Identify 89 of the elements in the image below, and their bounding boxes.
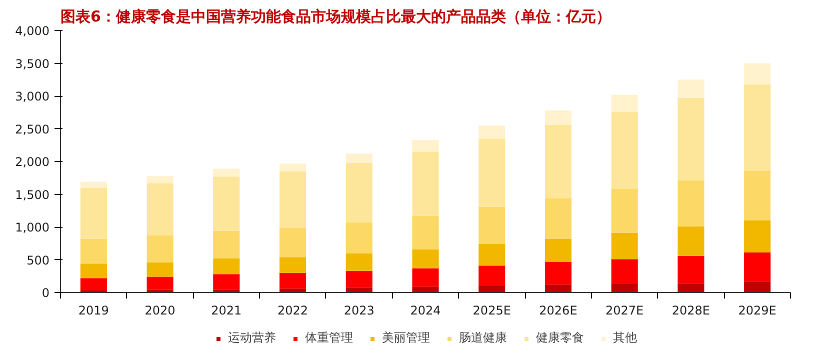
bar bbox=[478, 286, 506, 292]
bar bbox=[346, 222, 372, 254]
bar bbox=[611, 189, 638, 233]
bar bbox=[346, 270, 372, 288]
bar bbox=[213, 274, 240, 290]
bar bbox=[678, 226, 704, 256]
bar bbox=[280, 257, 306, 273]
bar bbox=[146, 183, 174, 236]
bar bbox=[544, 110, 572, 125]
bar bbox=[146, 262, 174, 277]
bar bbox=[678, 98, 704, 180]
bar bbox=[544, 262, 572, 285]
y-tick-label: 1,500 bbox=[15, 188, 50, 202]
bar bbox=[744, 84, 771, 171]
bar bbox=[412, 152, 439, 216]
bar bbox=[412, 249, 439, 268]
bar bbox=[611, 284, 638, 292]
y-tick-label: 4,000 bbox=[15, 24, 50, 38]
bar bbox=[744, 170, 771, 220]
bar bbox=[611, 232, 638, 260]
bar bbox=[280, 163, 306, 172]
bar bbox=[346, 162, 372, 222]
x-tick-label: 2023 bbox=[344, 304, 374, 318]
legend-label: 健康零食 bbox=[536, 330, 584, 346]
bar bbox=[678, 283, 704, 292]
bar bbox=[80, 238, 107, 264]
x-tick-label: 2028E bbox=[672, 304, 710, 318]
x-tick-label: 2026E bbox=[539, 304, 578, 318]
bar bbox=[544, 238, 572, 262]
bar bbox=[346, 253, 372, 271]
y-tick-label: 2,500 bbox=[15, 122, 50, 136]
y-tick-label: 0 bbox=[42, 286, 50, 300]
y-tick-label: 1,000 bbox=[15, 220, 50, 234]
x-tick-label: 2019 bbox=[78, 304, 109, 318]
x-tick-label: 2022 bbox=[278, 304, 308, 318]
bar bbox=[412, 268, 439, 287]
bar bbox=[744, 220, 771, 253]
legend-label: 肠道健康 bbox=[459, 330, 507, 346]
legend-label: 运动营养 bbox=[228, 330, 276, 346]
bar bbox=[478, 206, 506, 244]
bar bbox=[80, 188, 107, 239]
bar bbox=[213, 289, 240, 292]
bar bbox=[146, 236, 174, 262]
bar bbox=[80, 278, 107, 291]
x-tick-label: 2029E bbox=[738, 304, 776, 318]
chart-title: 图表6：健康零食是中国营养功能食品市场规模占比最大的产品品类（单位：亿元） bbox=[60, 8, 611, 26]
bar bbox=[744, 281, 771, 292]
x-tick-label: 2027E bbox=[606, 304, 644, 318]
bar bbox=[213, 230, 240, 258]
x-tick-label: 2025E bbox=[472, 304, 511, 318]
bar bbox=[412, 216, 439, 250]
bar bbox=[146, 176, 174, 184]
x-tick-label: 2020 bbox=[144, 304, 176, 318]
bar bbox=[412, 286, 439, 292]
y-tick-label: 3,000 bbox=[15, 90, 50, 104]
y-tick-label: 3,500 bbox=[15, 56, 50, 71]
bar bbox=[478, 266, 506, 286]
bar bbox=[280, 272, 306, 289]
bar bbox=[744, 252, 771, 282]
bar bbox=[544, 284, 572, 292]
bar bbox=[611, 112, 638, 190]
bar bbox=[611, 94, 638, 112]
x-tick-label: 2024 bbox=[410, 304, 441, 318]
legend-label: 其他 bbox=[613, 330, 637, 346]
bar bbox=[146, 276, 174, 290]
bar bbox=[412, 140, 439, 152]
bar bbox=[478, 244, 506, 266]
bar bbox=[678, 180, 704, 226]
y-tick-label: 2,000 bbox=[15, 155, 50, 169]
bar bbox=[478, 125, 506, 139]
bar bbox=[80, 182, 107, 188]
bar bbox=[80, 264, 107, 278]
legend-label: 美丽管理 bbox=[382, 330, 430, 346]
legend-label: 体重管理 bbox=[305, 330, 353, 346]
bar bbox=[213, 258, 240, 274]
bar bbox=[280, 228, 306, 258]
bar bbox=[544, 198, 572, 239]
bar bbox=[213, 176, 240, 231]
bar bbox=[678, 256, 704, 284]
x-tick-label: 2021 bbox=[211, 304, 242, 318]
bar bbox=[744, 63, 771, 84]
bar bbox=[478, 138, 506, 207]
bar bbox=[346, 154, 372, 163]
bar bbox=[611, 259, 638, 284]
bar bbox=[280, 171, 306, 228]
y-tick-label: 500 bbox=[26, 253, 50, 268]
bar bbox=[213, 168, 240, 177]
bar bbox=[678, 80, 704, 98]
bar bbox=[544, 124, 572, 198]
